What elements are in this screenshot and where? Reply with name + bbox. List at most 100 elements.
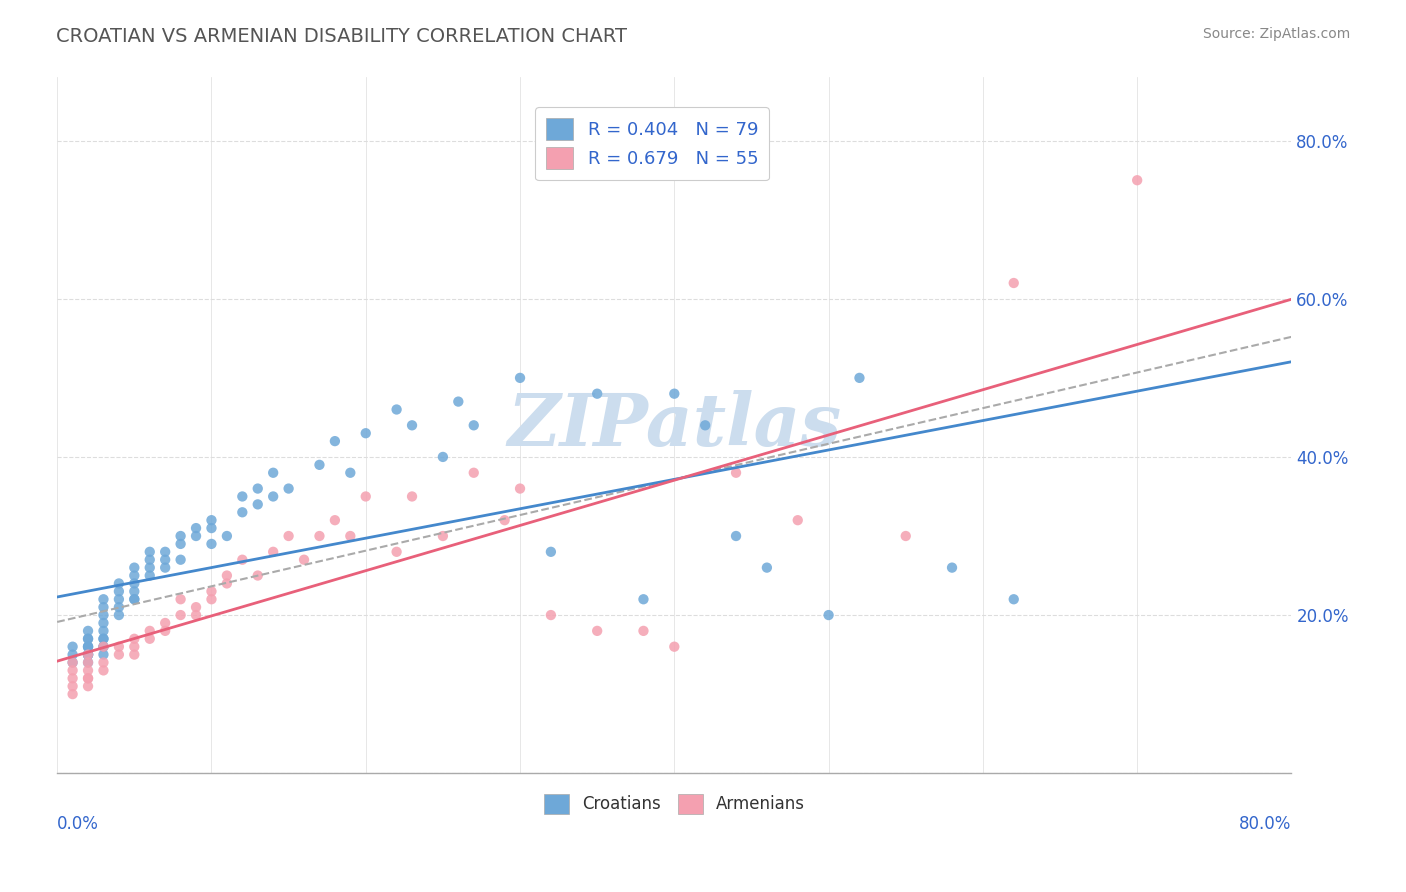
Point <box>124 632 146 646</box>
Point <box>200 521 222 535</box>
Point <box>540 608 562 623</box>
Point <box>323 434 346 449</box>
Point <box>401 418 423 433</box>
Point <box>139 552 162 566</box>
Point <box>124 592 146 607</box>
Point <box>292 552 315 566</box>
Point <box>262 466 284 480</box>
Point <box>695 418 717 433</box>
Point <box>246 568 269 582</box>
Point <box>184 529 207 543</box>
Point <box>509 371 531 385</box>
Text: ZIPatlas: ZIPatlas <box>508 390 841 461</box>
Point <box>262 545 284 559</box>
Point <box>339 529 361 543</box>
Point <box>153 615 176 630</box>
Point <box>169 537 191 551</box>
Point <box>894 529 917 543</box>
Point <box>93 608 115 623</box>
Point <box>231 552 253 566</box>
Point <box>447 394 470 409</box>
Point <box>633 624 655 638</box>
Point <box>354 490 377 504</box>
Point <box>139 632 162 646</box>
Point <box>108 592 131 607</box>
Point <box>77 632 100 646</box>
Point <box>153 560 176 574</box>
Point <box>200 592 222 607</box>
Point <box>93 664 115 678</box>
Point <box>77 679 100 693</box>
Point <box>124 592 146 607</box>
Point <box>184 608 207 623</box>
Point <box>184 600 207 615</box>
Point <box>786 513 808 527</box>
Point <box>184 521 207 535</box>
Point <box>93 632 115 646</box>
Point <box>1002 592 1025 607</box>
Point <box>724 529 747 543</box>
Point <box>401 490 423 504</box>
Point <box>153 552 176 566</box>
Point <box>62 656 84 670</box>
Point <box>62 664 84 678</box>
Point <box>540 545 562 559</box>
Point <box>93 656 115 670</box>
Point <box>139 545 162 559</box>
Point <box>77 640 100 654</box>
Point <box>124 640 146 654</box>
Text: Source: ZipAtlas.com: Source: ZipAtlas.com <box>1202 27 1350 41</box>
Point <box>93 640 115 654</box>
Point <box>277 529 299 543</box>
Point <box>108 600 131 615</box>
Point <box>848 371 870 385</box>
Point <box>108 584 131 599</box>
Point <box>169 529 191 543</box>
Point <box>664 386 686 401</box>
Point <box>77 648 100 662</box>
Point <box>124 568 146 582</box>
Point <box>153 545 176 559</box>
Text: 80.0%: 80.0% <box>1239 815 1292 833</box>
Point <box>62 687 84 701</box>
Point <box>277 482 299 496</box>
Point <box>77 648 100 662</box>
Point <box>308 529 330 543</box>
Point <box>664 640 686 654</box>
Point <box>77 656 100 670</box>
Point <box>941 560 963 574</box>
Point <box>215 576 238 591</box>
Point <box>93 592 115 607</box>
Point <box>246 482 269 496</box>
Point <box>77 671 100 685</box>
Point <box>246 497 269 511</box>
Point <box>139 560 162 574</box>
Point <box>339 466 361 480</box>
Point <box>724 466 747 480</box>
Point <box>124 584 146 599</box>
Point <box>93 615 115 630</box>
Point <box>385 402 408 417</box>
Point <box>200 537 222 551</box>
Point <box>62 640 84 654</box>
Point <box>755 560 778 574</box>
Point <box>586 386 609 401</box>
Point <box>463 466 485 480</box>
Legend: Croatians, Armenians: Croatians, Armenians <box>537 787 811 821</box>
Point <box>77 640 100 654</box>
Point <box>77 664 100 678</box>
Point <box>231 505 253 519</box>
Point <box>77 648 100 662</box>
Point <box>385 545 408 559</box>
Point <box>200 513 222 527</box>
Point <box>108 640 131 654</box>
Point <box>308 458 330 472</box>
Point <box>77 632 100 646</box>
Point <box>1126 173 1149 187</box>
Point <box>124 560 146 574</box>
Point <box>93 640 115 654</box>
Point <box>62 656 84 670</box>
Point <box>463 418 485 433</box>
Point <box>215 529 238 543</box>
Point <box>124 576 146 591</box>
